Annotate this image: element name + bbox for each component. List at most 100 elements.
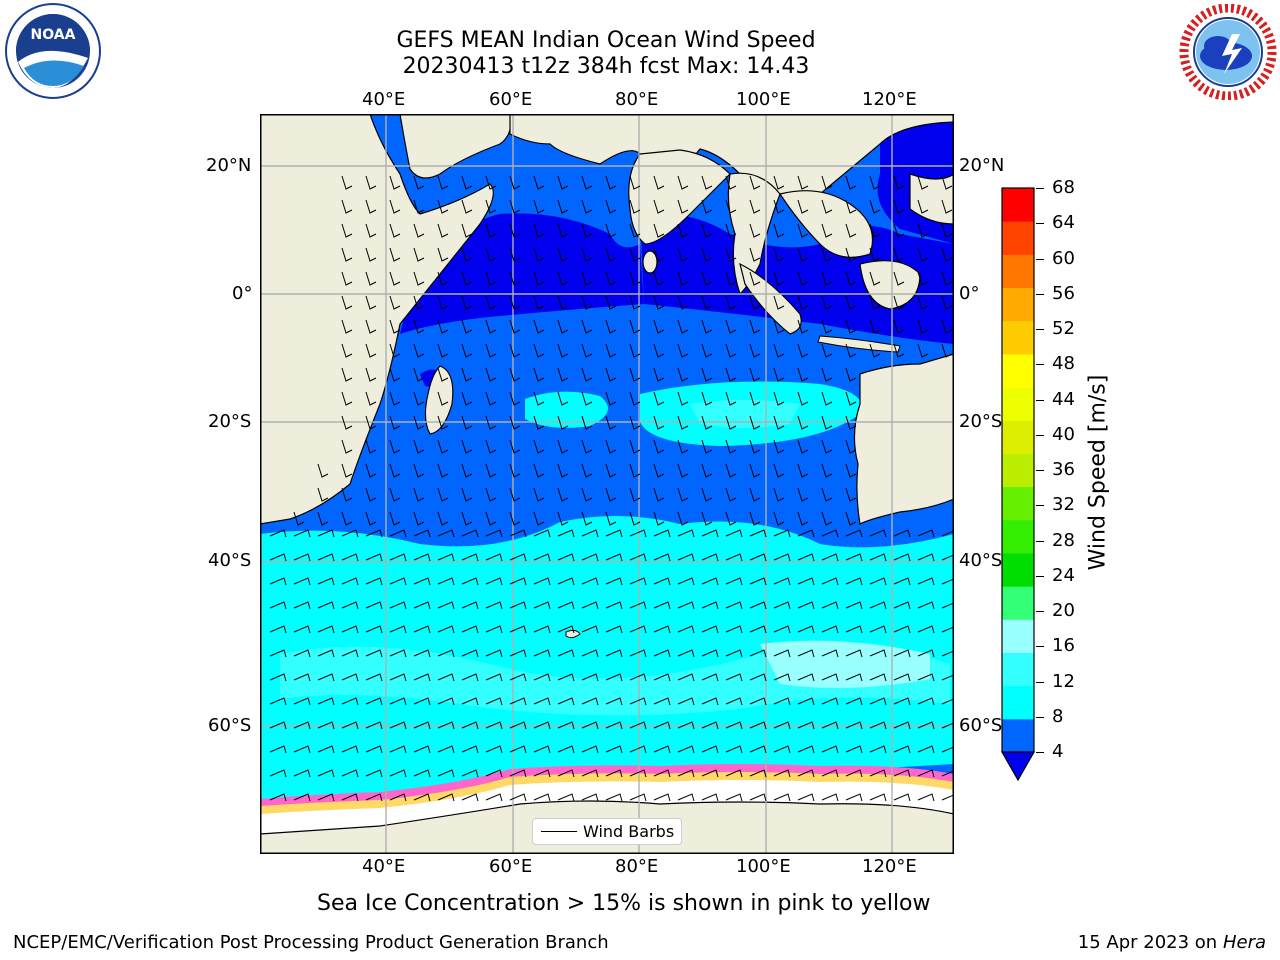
wind-barb <box>725 487 737 502</box>
date-stamp: 15 Apr 2023 on Hera <box>1078 932 1266 954</box>
wind-barb <box>749 271 761 286</box>
wind-barb <box>269 577 287 586</box>
wind-barb <box>509 673 527 682</box>
wind-barb <box>845 223 857 238</box>
colorbar-tick-label: 40 <box>1052 423 1075 445</box>
wind-barb <box>653 295 665 310</box>
wind-barb <box>509 343 521 358</box>
wind-barb <box>653 199 665 214</box>
wind-barb <box>605 649 623 658</box>
wind-barb <box>917 295 929 310</box>
wind-barb <box>821 769 839 778</box>
wind-barb <box>677 295 689 310</box>
wind-barb <box>581 649 599 658</box>
wind-barb <box>533 745 551 754</box>
wind-barb <box>893 673 911 682</box>
wind-barb <box>605 745 623 754</box>
wind-barb <box>821 649 839 658</box>
credit-line: NCEP/EMC/Verification Post Processing Pr… <box>13 932 609 953</box>
wind-barb <box>701 367 713 382</box>
colorbar-cell <box>1002 718 1034 753</box>
wind-barb <box>773 745 791 754</box>
wind-barb <box>797 439 809 454</box>
wind-barb <box>437 487 449 502</box>
wind-barb <box>389 649 407 658</box>
wind-barb <box>557 295 569 310</box>
wind-barb <box>917 247 929 262</box>
wind-barb <box>605 199 617 214</box>
colorbar-tick-mark <box>1036 293 1044 295</box>
wind-barb <box>917 721 935 730</box>
wind-barb <box>845 697 863 706</box>
wind-barb <box>389 199 401 214</box>
wind-barb <box>413 511 425 526</box>
wind-barb <box>509 391 521 406</box>
wind-barb <box>845 673 863 682</box>
wind-barb <box>389 247 401 262</box>
wind-barb <box>653 553 671 562</box>
wind-barb <box>389 223 401 238</box>
wind-barb <box>485 625 503 634</box>
wind-barb <box>725 295 737 310</box>
wind-barb <box>629 223 641 238</box>
wind-barb <box>653 601 671 610</box>
wind-barb <box>629 295 641 310</box>
wind-barb <box>293 793 311 802</box>
wind-barb <box>437 649 455 658</box>
wind-barb <box>605 721 623 730</box>
wind-barb <box>725 223 737 238</box>
wind-barb <box>557 223 569 238</box>
wind-barb <box>749 529 767 538</box>
wind-barb <box>389 487 401 502</box>
wind-barb <box>485 529 503 538</box>
colorbar-tick-label: 28 <box>1052 529 1075 551</box>
wind-barb <box>293 649 311 658</box>
wind-barb <box>677 199 689 214</box>
wind-barb <box>821 463 833 478</box>
wind-barb <box>509 553 527 562</box>
wind-barb <box>557 247 569 262</box>
wind-barb <box>269 769 287 778</box>
wind-barb <box>725 199 737 214</box>
wind-barb <box>365 271 377 286</box>
wind-barb <box>629 271 641 286</box>
wind-barb <box>533 391 545 406</box>
wind-barb <box>869 649 887 658</box>
wind-barb <box>605 415 617 430</box>
wind-barb <box>845 175 857 190</box>
wind-barb <box>533 697 551 706</box>
wind-barb <box>845 745 863 754</box>
lon-tick-bottom-100e: 100°E <box>736 856 791 877</box>
wind-barb <box>365 487 377 502</box>
wind-barb <box>653 511 665 526</box>
wind-barb <box>365 463 377 478</box>
colorbar-cell <box>1002 552 1034 587</box>
wind-barb <box>749 511 761 526</box>
wind-barb <box>317 577 335 586</box>
wind-barb <box>317 769 335 778</box>
lat-tick-left-20n: 20°N <box>206 155 252 176</box>
wind-barb <box>365 343 377 358</box>
wind-barb <box>917 271 929 286</box>
wind-barb <box>317 529 335 538</box>
wind-barb <box>413 343 425 358</box>
wind-barb <box>437 415 449 430</box>
colorbar-tick-label: 44 <box>1052 388 1075 410</box>
wind-barb <box>749 439 761 454</box>
wind-barb <box>773 175 785 190</box>
wind-barb <box>509 577 527 586</box>
wind-barb <box>773 367 785 382</box>
wind-barb <box>797 721 815 730</box>
wind-barb <box>413 439 425 454</box>
wind-barb <box>485 577 503 586</box>
lon-tick-top-100e: 100°E <box>736 89 791 110</box>
wind-barb <box>821 721 839 730</box>
wind-barb <box>581 223 593 238</box>
wind-barb <box>389 511 401 526</box>
wind-barb <box>317 511 329 526</box>
wind-barb <box>941 722 954 729</box>
wind-barb <box>581 343 593 358</box>
wind-barb <box>941 175 953 190</box>
wind-barb <box>413 271 425 286</box>
wind-barb <box>437 247 449 262</box>
